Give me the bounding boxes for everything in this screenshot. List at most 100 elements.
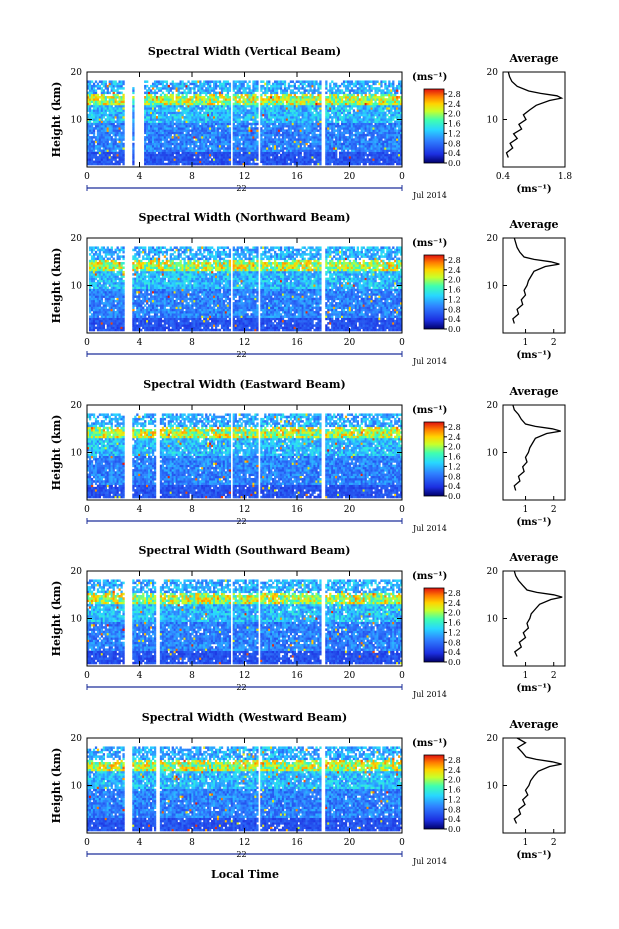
x-tick-label: 0 bbox=[84, 338, 90, 348]
colorbar bbox=[423, 421, 445, 497]
x-tick-label: 20 bbox=[344, 338, 356, 348]
colorbar-tick-label: 0.0 bbox=[448, 825, 461, 834]
colorbar-tick-label: 2.4 bbox=[448, 599, 461, 608]
month-label: Jul 2014 bbox=[412, 524, 447, 533]
colorbar-unit: (ms⁻¹) bbox=[412, 571, 447, 582]
x-tick-label: 8 bbox=[189, 338, 195, 348]
colorbar-unit: (ms⁻¹) bbox=[412, 738, 447, 749]
x-tick-label: 12 bbox=[239, 172, 250, 182]
colorbar-tick-label: 2.4 bbox=[448, 266, 461, 275]
colorbar-tick-label: 0.8 bbox=[448, 139, 461, 148]
colorbar bbox=[423, 88, 445, 164]
average-title: Average bbox=[508, 52, 558, 65]
x-tick-label: 12 bbox=[239, 671, 250, 681]
colorbar-tick-label: 2.8 bbox=[448, 423, 461, 432]
y-axis-label: Height (km) bbox=[50, 748, 63, 824]
x-tick-label: 12 bbox=[239, 338, 250, 348]
x-tick-label: 16 bbox=[291, 838, 303, 848]
average-x-tick: 2 bbox=[551, 338, 557, 348]
x-tick-label: 0 bbox=[399, 505, 405, 515]
x-tick-label: 8 bbox=[189, 172, 195, 182]
panel-4: Spectral Width (Southward Beam)2010Heigh… bbox=[50, 544, 566, 699]
colorbar-tick-label: 2.8 bbox=[448, 256, 461, 265]
colorbar-unit: (ms⁻¹) bbox=[412, 405, 447, 416]
average-y-tick: 20 bbox=[487, 234, 499, 244]
x-tick-label: 0 bbox=[84, 172, 90, 182]
panel-title: Spectral Width (Northward Beam) bbox=[139, 211, 351, 224]
y-tick-label: 10 bbox=[71, 449, 83, 459]
colorbar-tick-label: 0.4 bbox=[448, 815, 461, 824]
x-tick-label: 8 bbox=[189, 505, 195, 515]
x-tick-label: 4 bbox=[137, 172, 143, 182]
panel-3: Spectral Width (Eastward Beam)2010Height… bbox=[50, 378, 566, 533]
x-axis-label: Local Time bbox=[211, 868, 279, 881]
colorbar-tick-label: 0.0 bbox=[448, 658, 461, 667]
average-x-tick: 1 bbox=[523, 505, 529, 515]
x-tick-label: 20 bbox=[344, 505, 356, 515]
panel-2: Spectral Width (Northward Beam)2010Heigh… bbox=[50, 211, 566, 366]
colorbar-tick-label: 0.4 bbox=[448, 648, 461, 657]
y-tick-label: 20 bbox=[71, 734, 83, 744]
average-title: Average bbox=[508, 385, 558, 398]
colorbar-tick-label: 1.2 bbox=[448, 462, 461, 471]
x-tick-label: 8 bbox=[189, 671, 195, 681]
average-y-tick: 20 bbox=[487, 734, 499, 744]
colorbar-tick-label: 2.8 bbox=[448, 589, 461, 598]
average-x-tick: 1.8 bbox=[558, 172, 573, 182]
average-y-tick: 10 bbox=[487, 615, 499, 625]
y-tick-label: 10 bbox=[71, 282, 83, 292]
y-axis-label: Height (km) bbox=[50, 248, 63, 324]
y-axis-label: Height (km) bbox=[50, 415, 63, 491]
panel-title: Spectral Width (Westward Beam) bbox=[142, 711, 347, 724]
date-label: 22 bbox=[236, 850, 246, 859]
colorbar-tick-label: 2.4 bbox=[448, 766, 461, 775]
colorbar-tick-label: 2.4 bbox=[448, 433, 461, 442]
heatmap-cells bbox=[87, 746, 403, 832]
average-title: Average bbox=[508, 718, 558, 731]
y-tick-label: 10 bbox=[71, 116, 83, 126]
x-tick-label: 4 bbox=[137, 671, 143, 681]
average-profile-line bbox=[513, 737, 562, 824]
heatmap-cells bbox=[87, 413, 403, 499]
month-label: Jul 2014 bbox=[412, 690, 447, 699]
heatmap-cells bbox=[87, 579, 403, 665]
colorbar-unit: (ms⁻¹) bbox=[412, 238, 447, 249]
colorbar-tick-label: 0.4 bbox=[448, 149, 461, 158]
colorbar-tick-label: 1.6 bbox=[448, 453, 461, 462]
average-x-tick: 1 bbox=[523, 838, 529, 848]
average-x-label: (ms⁻¹) bbox=[516, 683, 551, 694]
x-tick-label: 0 bbox=[84, 838, 90, 848]
colorbar-tick-label: 2.4 bbox=[448, 100, 461, 109]
average-profile-line bbox=[505, 71, 564, 158]
average-y-tick: 20 bbox=[487, 567, 499, 577]
heatmap-cells bbox=[88, 246, 403, 332]
panel-title: Spectral Width (Eastward Beam) bbox=[143, 378, 345, 391]
colorbar-tick-label: 0.8 bbox=[448, 305, 461, 314]
colorbar-tick-label: 2.0 bbox=[448, 609, 461, 618]
colorbar-unit: (ms⁻¹) bbox=[412, 72, 447, 83]
average-title: Average bbox=[508, 551, 558, 564]
date-label: 22 bbox=[236, 683, 246, 692]
panel-title: Spectral Width (Southward Beam) bbox=[138, 544, 350, 557]
x-tick-label: 12 bbox=[239, 838, 250, 848]
y-tick-label: 10 bbox=[71, 615, 83, 625]
average-x-tick: 1 bbox=[523, 338, 529, 348]
average-y-tick: 20 bbox=[487, 68, 499, 78]
x-tick-label: 0 bbox=[399, 838, 405, 848]
y-axis-label: Height (km) bbox=[50, 82, 63, 158]
panel-5: Spectral Width (Westward Beam)2010Height… bbox=[50, 711, 566, 866]
average-frame bbox=[502, 404, 566, 501]
month-label: Jul 2014 bbox=[412, 191, 447, 200]
average-x-label: (ms⁻¹) bbox=[516, 517, 551, 528]
average-x-tick: 0.4 bbox=[496, 172, 511, 182]
x-tick-label: 12 bbox=[239, 505, 250, 515]
colorbar-tick-label: 2.8 bbox=[448, 90, 461, 99]
average-frame bbox=[502, 71, 566, 168]
colorbar-tick-label: 1.2 bbox=[448, 295, 461, 304]
colorbar bbox=[423, 587, 445, 663]
x-tick-label: 20 bbox=[344, 671, 356, 681]
colorbar-tick-label: 0.4 bbox=[448, 482, 461, 491]
average-y-tick: 10 bbox=[487, 782, 499, 792]
date-label: 22 bbox=[236, 517, 246, 526]
average-frame bbox=[502, 570, 566, 667]
